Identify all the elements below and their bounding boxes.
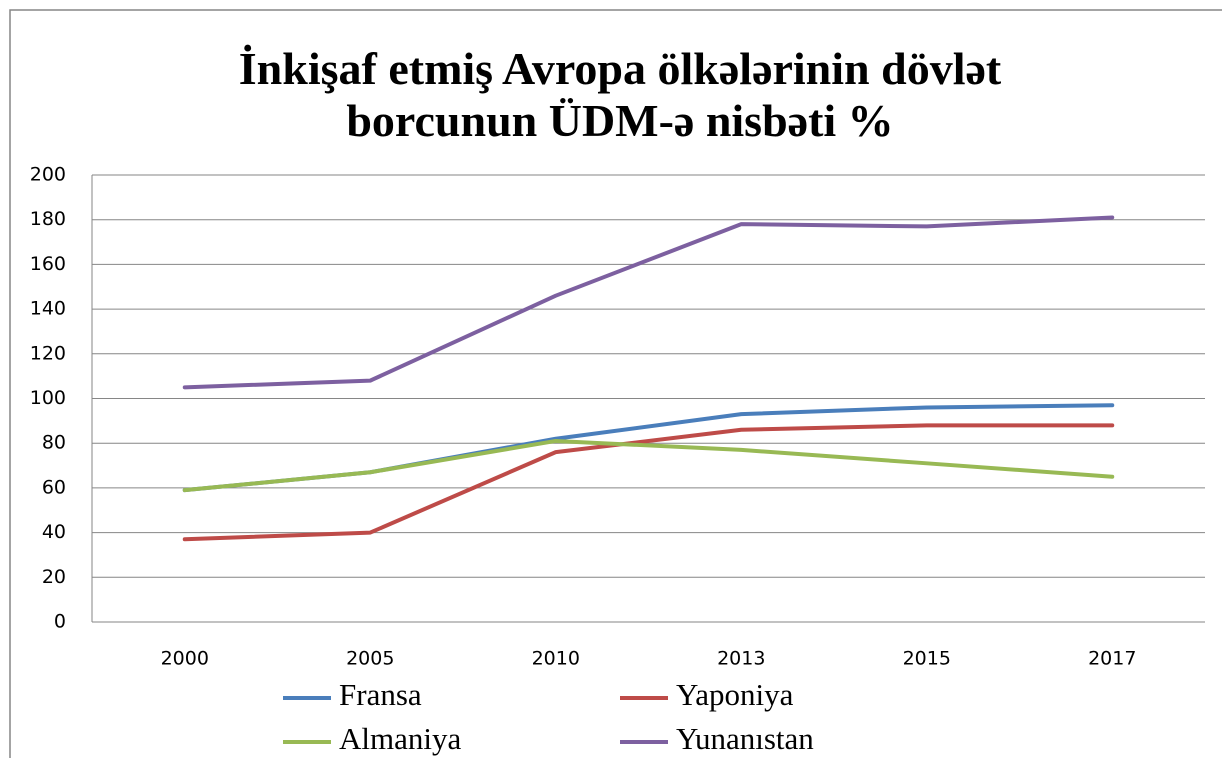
x-tick-label: 2000	[161, 648, 209, 670]
y-tick-label: 140	[30, 298, 66, 320]
x-tick-label: 2017	[1088, 648, 1136, 670]
chart-border	[9, 9, 1222, 758]
y-tick-label: 160	[30, 253, 66, 275]
y-tick-label: 60	[42, 476, 66, 498]
y-tick-label: 200	[30, 164, 66, 186]
series-line	[182, 423, 1115, 542]
chart-title: borcunun ÜDM-ə nisbəti %	[346, 95, 893, 146]
x-tick-label: 2015	[903, 648, 951, 670]
x-tick-label: 2013	[717, 648, 765, 670]
y-tick-label: 180	[30, 208, 66, 230]
x-tick-label: 2010	[532, 648, 580, 670]
y-tick-label: 120	[30, 342, 66, 364]
series-line	[182, 438, 1115, 493]
legend-label: Yunanıstan	[676, 721, 814, 756]
legend-label: Yaponiya	[676, 677, 794, 712]
y-tick-label: 100	[30, 387, 66, 409]
y-tick-label: 20	[42, 566, 66, 588]
legend-label: Almaniya	[339, 721, 461, 756]
legend-label: Fransa	[339, 677, 422, 712]
y-tick-label: 40	[42, 521, 66, 543]
x-tick-label: 2005	[346, 648, 394, 670]
series-line	[182, 215, 1115, 390]
y-tick-label: 0	[54, 611, 66, 633]
chart-title: İnkişaf etmiş Avropa ölkələrinin dövlət	[239, 43, 1002, 94]
y-tick-label: 80	[42, 432, 66, 454]
